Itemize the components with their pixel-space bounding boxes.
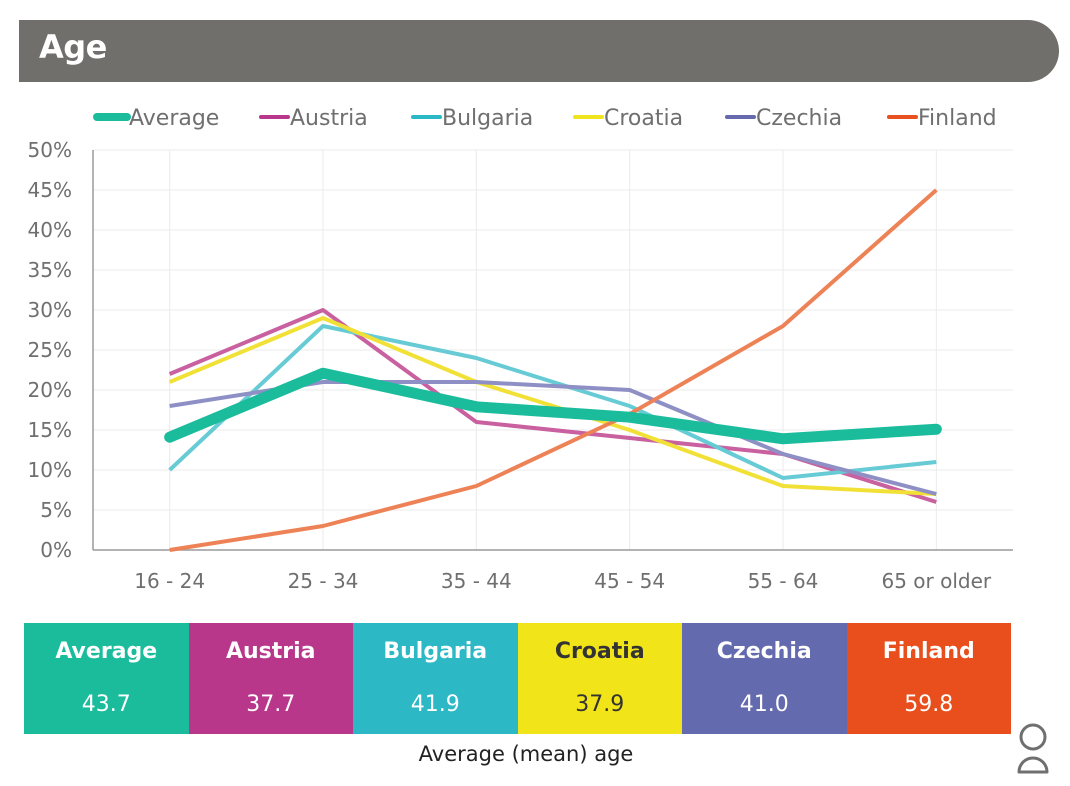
stat-name: Bulgaria — [383, 639, 488, 664]
stat-name: Finland — [882, 639, 975, 664]
series-line-bulgaria — [168, 324, 937, 480]
x-tick-label: 16 - 24 — [134, 569, 205, 593]
header-bar: Age — [19, 20, 1059, 82]
legend-item-czechia: Czechia — [725, 106, 842, 131]
y-tick-label: 40% — [28, 218, 72, 242]
x-tick-label: 25 - 34 — [288, 569, 359, 593]
stat-name: Croatia — [554, 639, 645, 664]
stat-value: 37.9 — [575, 692, 625, 717]
y-tick-label: 30% — [28, 298, 72, 322]
y-tick-label: 45% — [28, 178, 72, 202]
series-line-average — [164, 367, 942, 445]
series-line-finland — [169, 188, 938, 552]
legend-label: Bulgaria — [442, 106, 533, 131]
person-icon — [1017, 723, 1049, 774]
legend-item-finland: Finland — [887, 106, 997, 131]
x-tick-label: 55 - 64 — [748, 569, 819, 593]
stat-cell-average: Average 43.7 — [24, 623, 189, 734]
stat-cell-czechia: Czechia 41.0 — [682, 623, 847, 734]
legend-item-average: Average — [93, 106, 219, 131]
stat-name: Average — [55, 639, 158, 664]
x-tick-label: 35 - 44 — [441, 569, 512, 593]
stat-name: Austria — [225, 639, 316, 664]
chart-series — [164, 188, 942, 552]
y-tick-label: 15% — [28, 418, 72, 442]
average-age-table: Average 43.7 Austria 37.7 Bulgaria 41.9 … — [24, 623, 1011, 734]
stat-cell-bulgaria: Bulgaria 41.9 — [353, 623, 518, 734]
x-axis-ticks: 16 - 24 25 - 34 35 - 44 45 - 54 55 - 64 65 or… — [134, 569, 992, 593]
legend-item-bulgaria: Bulgaria — [411, 106, 533, 131]
legend-label: Austria — [290, 106, 368, 131]
y-tick-label: 20% — [28, 378, 72, 402]
stat-cell-finland: Finland 59.8 — [846, 623, 1011, 734]
legend-label: Czechia — [756, 106, 842, 131]
page-title: Age — [39, 28, 107, 66]
legend-item-croatia: Croatia — [573, 106, 683, 131]
stat-value: 37.7 — [246, 692, 296, 717]
y-axis-ticks: 0% 5% 10% 15% 20% 25% 30% 35% 40% 45% 50% — [28, 138, 72, 562]
y-tick-label: 50% — [28, 138, 72, 162]
legend-item-austria: Austria — [259, 106, 368, 131]
legend-label: Finland — [918, 106, 997, 131]
stat-value: 41.0 — [739, 692, 789, 717]
legend-label: Croatia — [604, 106, 683, 131]
y-tick-label: 35% — [28, 258, 72, 282]
x-tick-label: 65 or older — [882, 569, 992, 593]
y-tick-label: 5% — [40, 498, 72, 522]
y-tick-label: 25% — [28, 338, 72, 362]
chart-legend: Average Austria Bulgaria Croatia Czechia Finl… — [93, 106, 997, 131]
x-tick-label: 45 - 54 — [594, 569, 665, 593]
stat-value: 41.9 — [410, 692, 460, 717]
stat-cell-austria: Austria 37.7 — [188, 623, 353, 734]
chart-axes — [92, 150, 1013, 551]
series-line-croatia — [168, 316, 937, 496]
stat-value: 59.8 — [904, 692, 954, 717]
stat-value: 43.7 — [81, 692, 131, 717]
line-chart: Average Austria Bulgaria Croatia Czechia Finl… — [28, 106, 1013, 593]
stat-cell-croatia: Croatia 37.9 — [517, 623, 682, 734]
stats-caption: Average (mean) age — [418, 742, 634, 766]
stat-name: Czechia — [716, 639, 812, 664]
legend-label: Average — [129, 106, 219, 131]
y-tick-label: 0% — [40, 538, 72, 562]
y-tick-label: 10% — [28, 458, 72, 482]
